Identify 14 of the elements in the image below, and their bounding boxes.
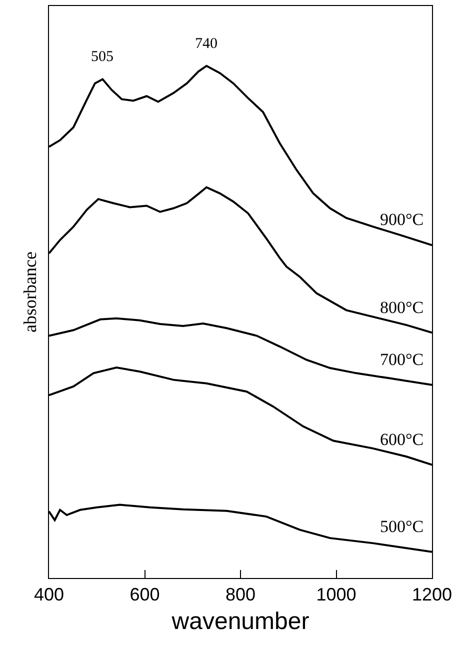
y-axis-title: absorbance — [20, 252, 40, 332]
series-label: 700°C — [380, 350, 424, 369]
text: 505 — [91, 49, 114, 65]
x-tick-label: 800 — [225, 584, 256, 605]
x-tick-label: 600 — [130, 584, 160, 605]
series-label: 500°C — [380, 517, 424, 536]
x-axis-title: wavenumber — [170, 608, 310, 635]
series-label: 800°C — [380, 298, 424, 317]
x-tick-label: 1200 — [412, 584, 452, 605]
series-label: 600°C — [380, 430, 424, 449]
x-tick-label: 400 — [34, 584, 64, 605]
text: 740 — [195, 36, 218, 52]
series-label: 900°C — [380, 210, 424, 229]
x-tick-label: 1000 — [316, 584, 356, 605]
